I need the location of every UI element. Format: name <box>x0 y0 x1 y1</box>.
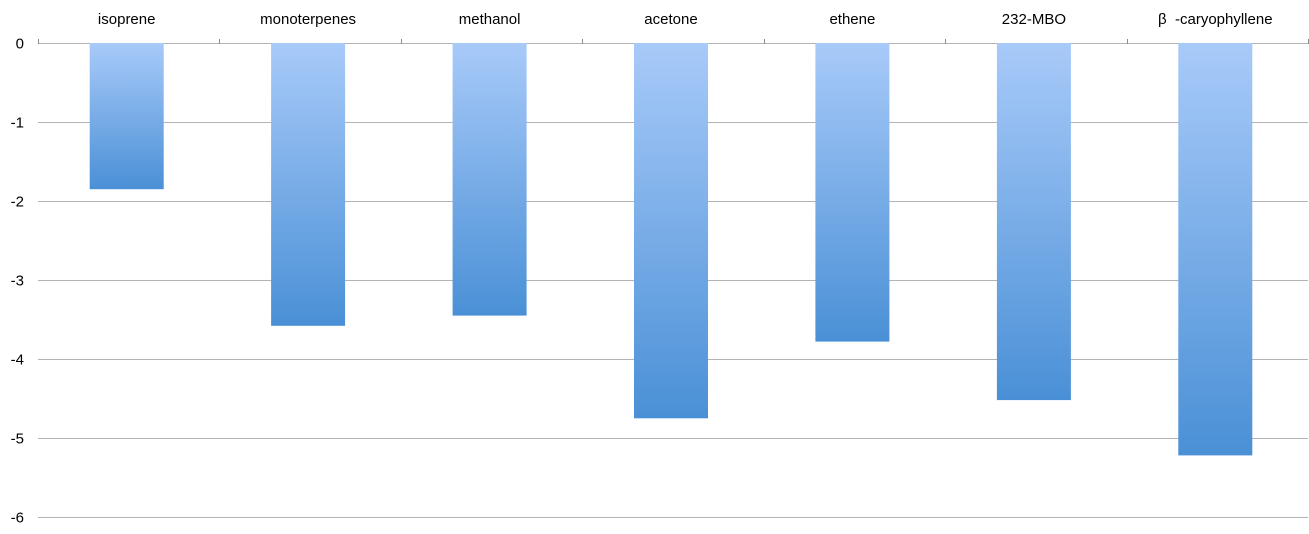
category-label: β -caryophyllene <box>1158 11 1273 28</box>
bars <box>89 43 1253 456</box>
bar <box>452 43 527 316</box>
bar <box>271 43 346 326</box>
bar <box>815 43 890 342</box>
y-tick-label: -5 <box>11 431 24 448</box>
bar <box>996 43 1071 401</box>
y-tick-label: -3 <box>11 273 24 290</box>
category-labels: isoprene monoterpenes methanol acetone ethen… <box>98 11 1273 28</box>
y-tick-label: -2 <box>11 194 24 211</box>
y-axis: 0 -1 -2 -3 -4 -5 -6 <box>11 36 24 527</box>
category-label: ethene <box>829 11 875 28</box>
category-label: methanol <box>459 11 521 28</box>
bar <box>1178 43 1253 456</box>
category-label: isoprene <box>98 11 156 28</box>
bar <box>634 43 708 419</box>
category-label: monoterpenes <box>260 11 356 28</box>
y-tick-label: 0 <box>16 36 24 53</box>
category-label: 232-MBO <box>1002 11 1066 28</box>
category-label: acetone <box>644 11 697 28</box>
y-tick-label: -4 <box>11 352 24 369</box>
y-tick-label: -1 <box>11 115 24 132</box>
y-tick-label: -6 <box>11 510 24 527</box>
bar <box>89 43 164 190</box>
